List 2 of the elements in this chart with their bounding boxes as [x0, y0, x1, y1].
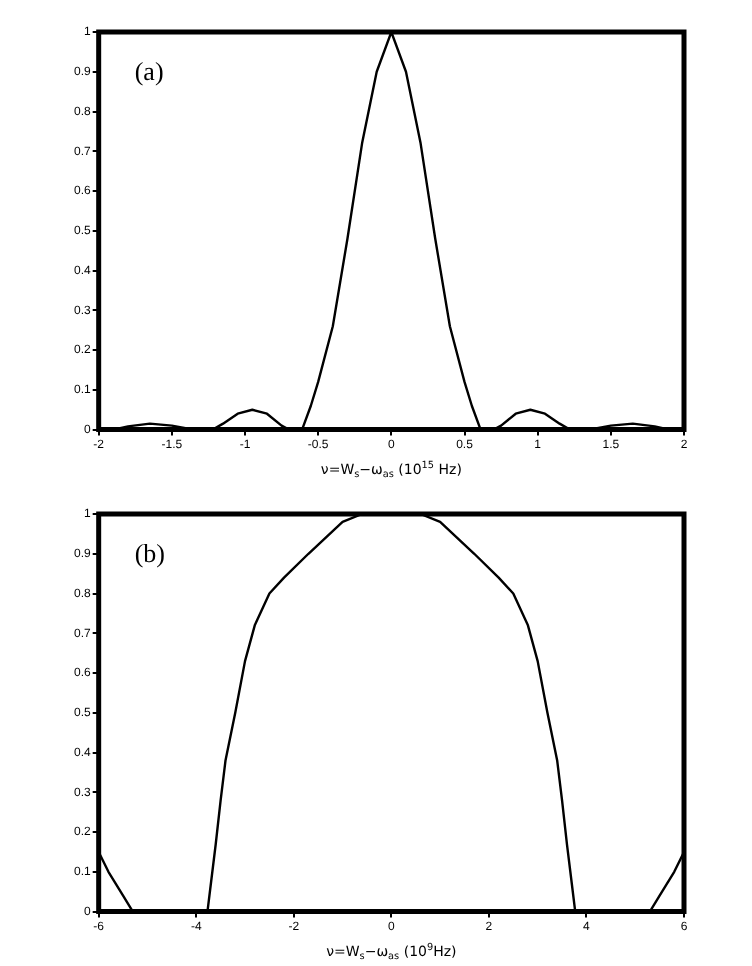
annotation: (b) [134, 537, 166, 568]
annotation: (a) [134, 55, 164, 86]
